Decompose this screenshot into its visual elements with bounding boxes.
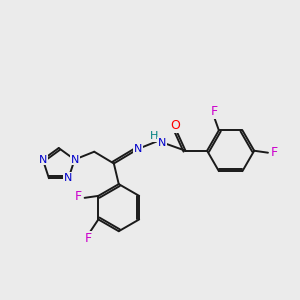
Text: N: N (158, 138, 166, 148)
Text: H: H (150, 131, 158, 141)
Text: N: N (64, 173, 73, 183)
Text: O: O (171, 119, 181, 132)
Text: F: F (270, 146, 278, 159)
Text: N: N (70, 154, 79, 165)
Text: F: F (75, 190, 82, 203)
Text: N: N (134, 144, 142, 154)
Text: F: F (210, 105, 218, 118)
Text: N: N (39, 154, 47, 165)
Text: F: F (85, 232, 92, 244)
